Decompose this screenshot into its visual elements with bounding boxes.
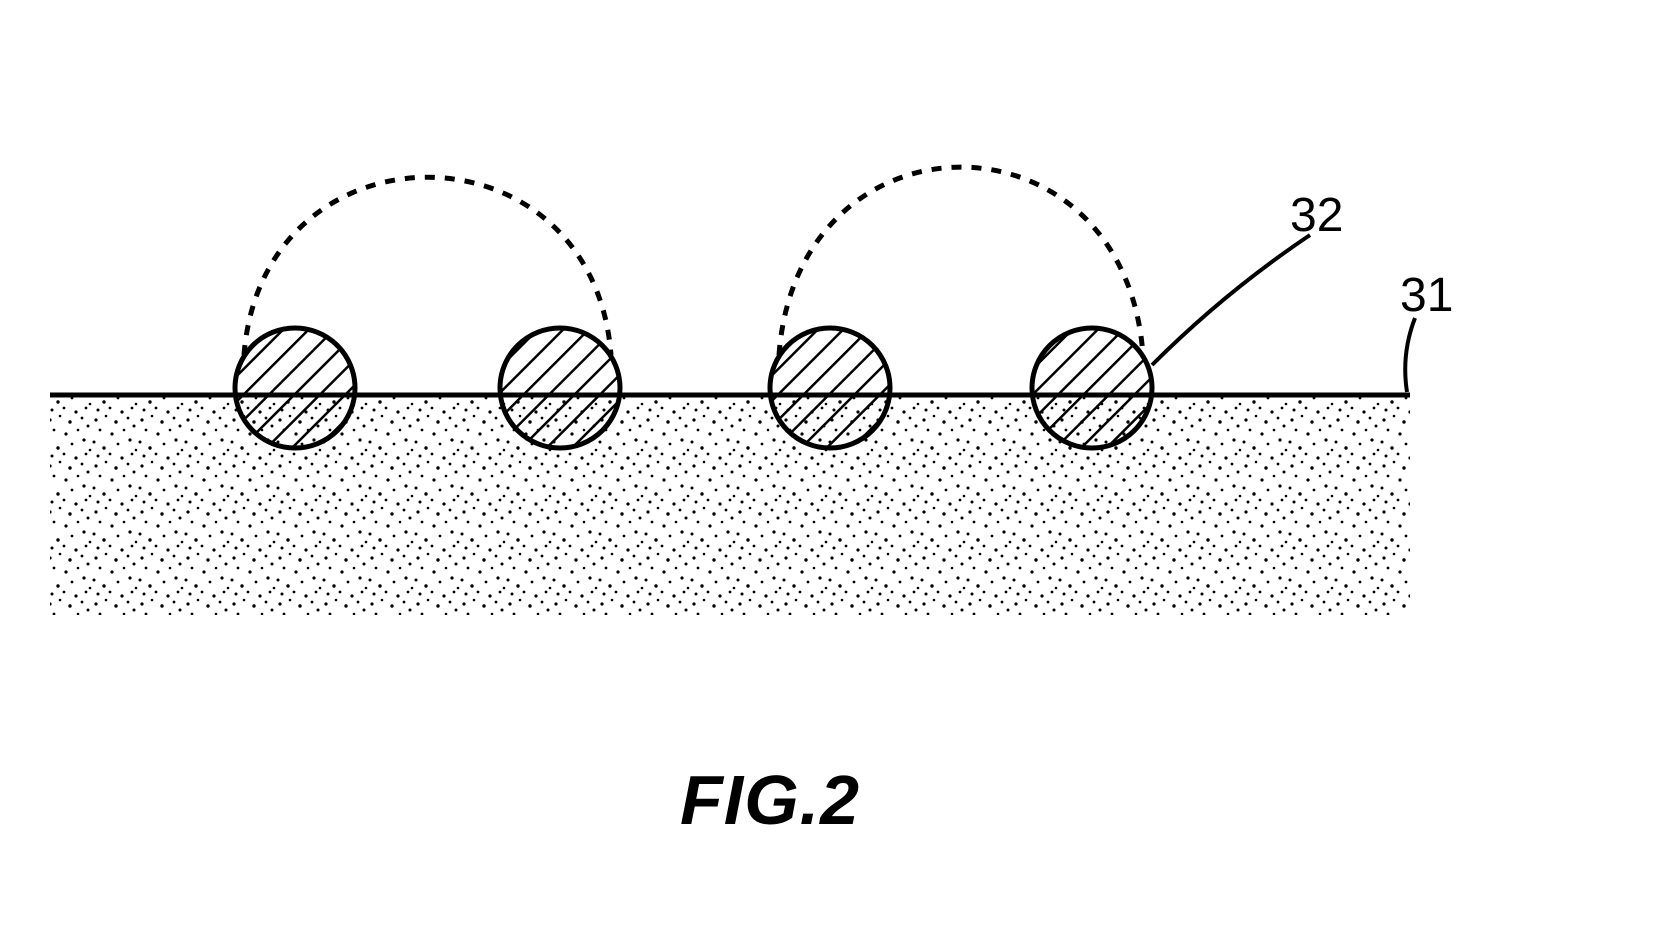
leader-to-substrate xyxy=(1405,318,1415,392)
label-substrate: 31 xyxy=(1400,268,1453,323)
particle xyxy=(235,328,355,448)
label-particle: 32 xyxy=(1290,188,1343,243)
particle xyxy=(1032,328,1152,448)
figure-caption: FIG.2 xyxy=(680,760,860,840)
leader-to-particle xyxy=(1152,235,1310,365)
particle xyxy=(500,328,620,448)
leader-lines xyxy=(1152,235,1415,392)
dashed-arcs xyxy=(244,167,1143,355)
particle xyxy=(770,328,890,448)
